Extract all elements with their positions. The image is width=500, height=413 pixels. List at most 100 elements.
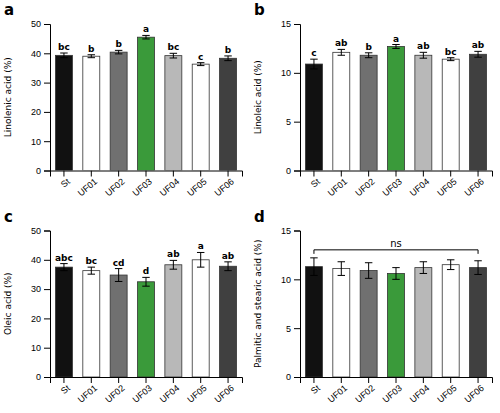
error-bar	[420, 52, 427, 58]
tick: UF04	[158, 171, 181, 199]
tick-mark	[341, 171, 342, 177]
tick: UF04	[408, 171, 431, 199]
tick-label: UF03	[381, 383, 404, 405]
error-bar-cap	[142, 286, 149, 287]
tick: UF02	[103, 377, 126, 405]
tick-mark	[294, 24, 300, 25]
error-bar	[420, 262, 427, 274]
error-bar-cap	[338, 55, 345, 56]
tick-label: UF01	[76, 383, 99, 405]
error-bar-cap	[224, 55, 231, 56]
tick-mark	[294, 231, 300, 232]
error-bar-cap	[60, 263, 67, 264]
tick-mark	[118, 171, 119, 177]
tick-mark	[118, 377, 119, 383]
error-bar-cap	[338, 275, 345, 276]
marks	[305, 258, 486, 377]
error-bar-cap	[170, 269, 177, 270]
tick: UF05	[435, 171, 458, 199]
tick-mark	[44, 53, 50, 54]
bar	[415, 268, 432, 377]
tick-mark	[44, 24, 50, 25]
error-bar-cap	[365, 278, 372, 279]
tick: UF02	[353, 171, 376, 199]
tick-label: 0	[286, 166, 291, 176]
y-axis-title: Oleic acid (%)	[3, 272, 13, 335]
error-bar-stem	[423, 52, 424, 58]
tick-mark	[63, 377, 64, 383]
tick-mark	[313, 377, 314, 383]
sig-label: cd	[113, 258, 125, 268]
tick-label: 15	[281, 19, 291, 29]
tick-mark	[44, 231, 50, 232]
sig-label: bc	[85, 256, 97, 266]
tick-label: 20	[31, 107, 41, 117]
error-bar-stem	[313, 59, 314, 69]
error-bar	[88, 55, 95, 58]
bar	[333, 269, 350, 377]
error-bar-cap	[60, 270, 67, 271]
tick-mark	[44, 260, 50, 261]
error-bar-stem	[341, 262, 342, 276]
tick: 20	[31, 107, 50, 117]
tick: 15	[281, 19, 300, 29]
tick: St	[59, 377, 72, 396]
bar	[83, 271, 100, 377]
error-bar-stem	[313, 258, 314, 276]
error-bar-cap	[88, 267, 95, 268]
error-bar	[170, 53, 177, 58]
tick: UF06	[463, 377, 486, 405]
error-bar	[365, 53, 372, 58]
tick-label: 10	[31, 137, 41, 147]
bar	[55, 55, 72, 170]
tick-label: UF03	[131, 383, 154, 405]
tick-mark	[44, 141, 50, 142]
tick: UF01	[326, 377, 349, 405]
error-bar-cap	[338, 261, 345, 262]
axis-line	[301, 171, 493, 177]
sig-label: b	[88, 44, 95, 54]
error-bar	[142, 35, 149, 39]
sig-label: a	[393, 34, 399, 44]
bar	[192, 260, 209, 377]
bar	[360, 271, 377, 377]
error-bar-cap	[365, 52, 372, 53]
error-bar	[224, 262, 231, 271]
y-axis-title: Linolenic acid (%)	[3, 57, 13, 137]
tick-label: UF04	[408, 176, 431, 198]
tick-mark	[294, 171, 300, 172]
error-bar-stem	[396, 45, 397, 49]
error-bar	[310, 258, 317, 276]
error-bar-cap	[115, 50, 122, 51]
error-bar-cap	[170, 260, 177, 261]
error-bar-cap	[365, 57, 372, 58]
error-bar-cap	[142, 38, 149, 39]
error-bar-cap	[115, 281, 122, 282]
axis-line	[301, 378, 493, 384]
tick-label: St	[309, 383, 322, 396]
tick-label: 10	[281, 275, 291, 285]
y-axis-title: Palmitic and stearic acid (%)	[253, 240, 263, 368]
tick-mark	[146, 377, 147, 383]
tick-label: UF05	[185, 383, 208, 405]
sig-label: abc	[55, 253, 73, 263]
tick: 50	[31, 19, 50, 29]
tick-label: UF03	[131, 176, 154, 198]
tick-label: 50	[31, 19, 41, 29]
plot-area: 01020304050StUF01UF02UF03UF04UF05UF06bcb…	[31, 19, 243, 198]
error-bar-stem	[396, 268, 397, 280]
tick: 10	[281, 275, 300, 285]
tick-label: UF02	[103, 383, 126, 405]
error-bar-stem	[63, 53, 64, 58]
x-axis: StUF01UF02UF03UF04UF05UF06	[301, 377, 493, 405]
tick: 0	[286, 166, 300, 176]
x-axis: StUF01UF02UF03UF04UF05UF06	[51, 171, 243, 199]
tick-label: 50	[31, 226, 41, 236]
tick: 5	[286, 324, 300, 334]
bar	[442, 59, 459, 170]
error-bar	[310, 59, 317, 69]
tick-label: 15	[281, 226, 291, 236]
tick-mark	[423, 377, 424, 383]
error-bar-cap	[60, 57, 67, 58]
tick-mark	[44, 289, 50, 290]
